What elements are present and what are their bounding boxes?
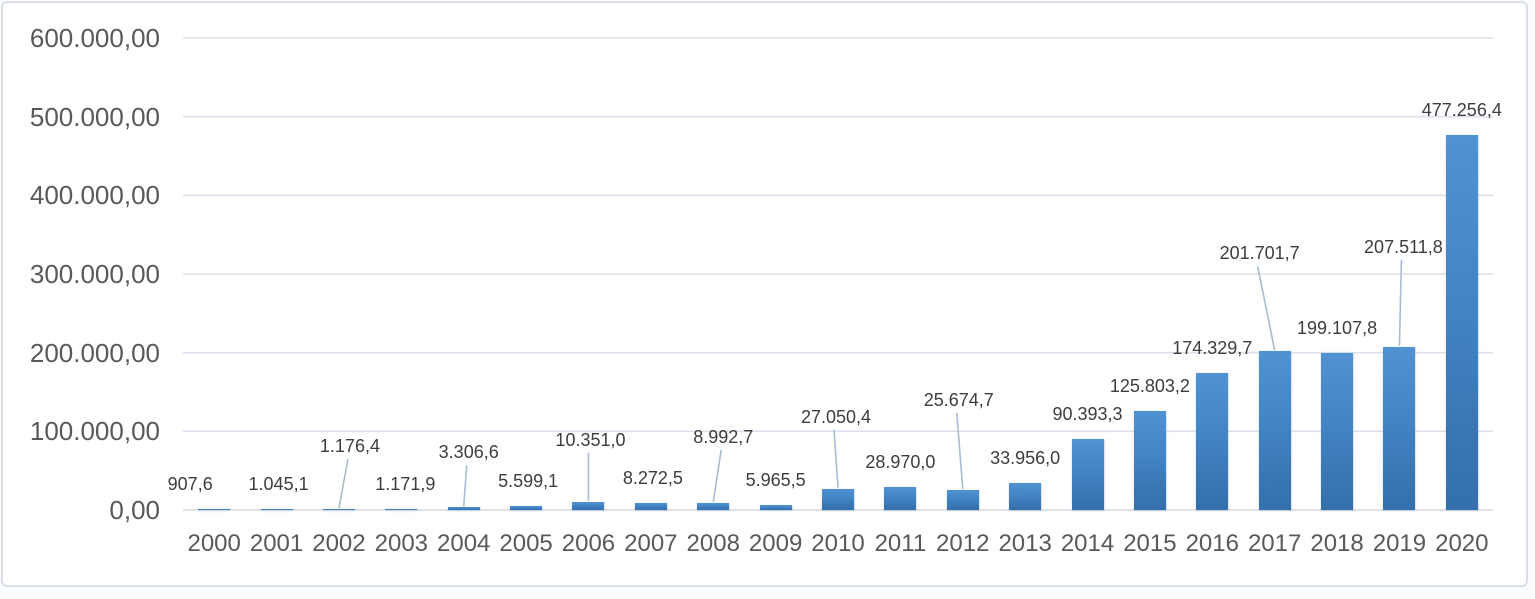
chart-frame (1, 1, 1528, 587)
